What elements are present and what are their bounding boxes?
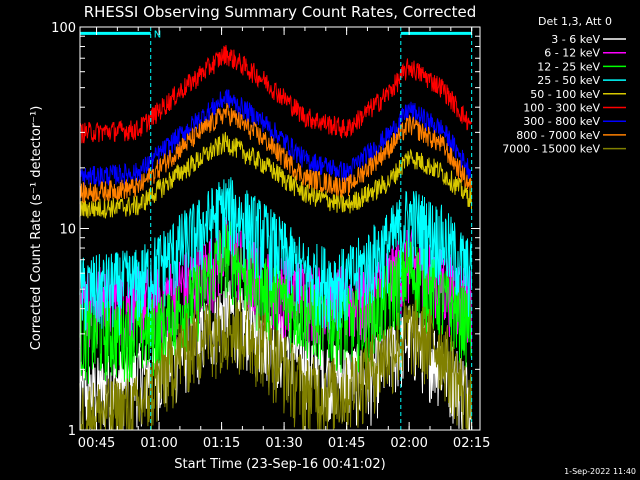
- series-layer: [79, 45, 472, 431]
- series-line-3: [79, 177, 472, 336]
- y-axis-label: Corrected Count Rate (s⁻¹ detector⁻¹): [29, 106, 44, 351]
- series-line-7: [79, 102, 472, 205]
- y-tick-label: 10: [59, 223, 76, 238]
- legend-label-6: 300 - 800 keV: [523, 115, 600, 128]
- series-line-8: [79, 295, 472, 431]
- observing-bar-label: N: [154, 29, 161, 40]
- y-tick-label: 100: [51, 21, 76, 36]
- chart-title: RHESSI Observing Summary Count Rates, Co…: [84, 3, 477, 21]
- legend-label-0: 3 - 6 keV: [551, 33, 600, 46]
- legend-label-4: 50 - 100 keV: [530, 88, 600, 101]
- x-axis-label: Start Time (23-Sep-16 00:41:02): [174, 457, 385, 472]
- x-tick-label: 00:45: [78, 436, 115, 451]
- series-line-5: [79, 45, 472, 144]
- y-tick-label: 1: [68, 424, 76, 439]
- x-tick-label: 01:15: [203, 436, 240, 451]
- x-tick-label: 02:15: [453, 436, 490, 451]
- series-line-6: [79, 88, 472, 188]
- legend-label-8: 7000 - 15000 keV: [502, 143, 600, 156]
- footer-timestamp: 1-Sep-2022 11:40: [564, 467, 636, 476]
- legend-header: Det 1,3, Att 0: [538, 15, 612, 28]
- legend-label-2: 12 - 25 keV: [537, 60, 600, 73]
- x-tick-label: 01:45: [328, 436, 365, 451]
- annotation-layer: N: [79, 27, 473, 430]
- legend-label-1: 6 - 12 keV: [544, 47, 600, 60]
- x-tick-label: 01:30: [265, 436, 302, 451]
- legend-label-7: 800 - 7000 keV: [516, 129, 600, 142]
- axis-layer: 00:45 01:00 01:15 01:30 01:45 02:00 02:15 1 10 10…: [51, 21, 490, 451]
- x-tick-label: 01:00: [140, 436, 177, 451]
- legend-label-5: 100 - 300 keV: [523, 102, 600, 115]
- x-tick-label: 02:00: [390, 436, 427, 451]
- series-line-4: [79, 131, 472, 219]
- legend-label-3: 25 - 50 keV: [537, 74, 600, 87]
